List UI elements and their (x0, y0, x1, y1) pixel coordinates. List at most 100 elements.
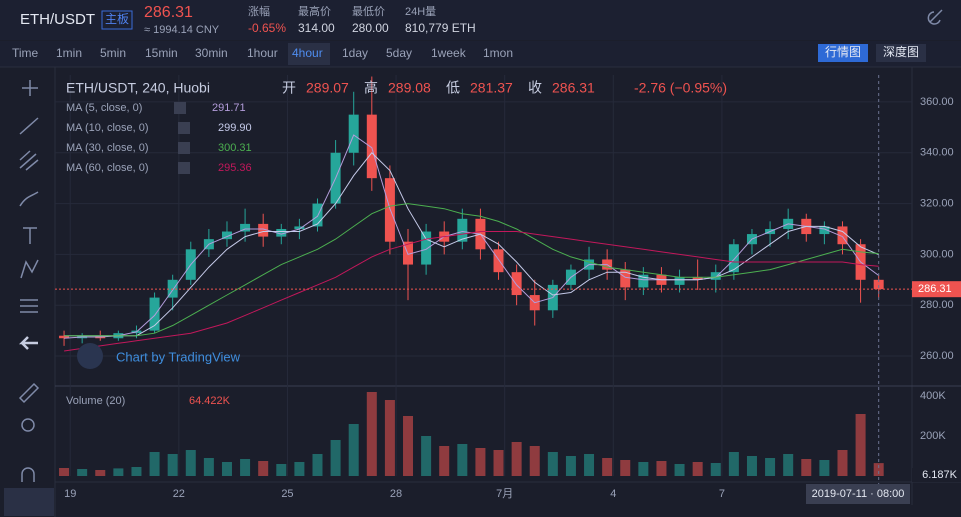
crosshair-time: 2019-07-11 · 08:00 (812, 488, 905, 500)
volume-bar (59, 468, 70, 476)
volume-bar (602, 458, 613, 476)
ruler-tool[interactable] (18, 382, 40, 404)
volume-marker: 6.187K (922, 469, 958, 481)
volume-bar (113, 468, 124, 476)
interval[interactable]: 1hour (247, 46, 278, 60)
ohlc-label: 开 (282, 80, 296, 96)
volume-bar (185, 450, 196, 476)
volume-bar (294, 462, 305, 476)
interval[interactable]: 5day (386, 46, 412, 60)
interval[interactable]: 1min (56, 46, 82, 60)
candle-body (421, 231, 432, 265)
zoom-tool[interactable] (21, 418, 35, 432)
ma-value: 291.71 (212, 102, 246, 114)
volume-bar (131, 467, 142, 476)
volume-bar (819, 460, 830, 476)
volume-bar (728, 452, 739, 476)
x-tick-label: 25 (281, 488, 293, 500)
channel-tool[interactable] (19, 150, 39, 171)
interval[interactable]: 15min (145, 46, 178, 60)
board: 主板 (105, 12, 129, 26)
candle-body (366, 114, 377, 179)
interval[interactable]: 1week (431, 46, 467, 60)
volume-bar (330, 440, 341, 476)
collapse-box[interactable] (4, 488, 54, 516)
ma-settings[interactable] (178, 162, 190, 174)
toolbar (0, 41, 961, 67)
view-tab[interactable]: 深度图 (883, 44, 919, 59)
time-label-box (806, 484, 910, 504)
ohlc-value: 281.37 (470, 80, 513, 96)
ma-name: MA (5, close, 0) (66, 102, 142, 114)
header-bar (0, 0, 961, 40)
interval[interactable]: 1mon (483, 46, 513, 60)
interval[interactable]: 5min (100, 46, 126, 60)
interval[interactable]: 30min (195, 46, 228, 60)
ohlc-label: 收 (528, 80, 542, 96)
back-tool[interactable] (18, 336, 38, 350)
interval[interactable]: 1day (342, 46, 368, 60)
watermark-logo (77, 343, 103, 369)
candle-body (294, 226, 305, 229)
last-price-box (912, 281, 961, 298)
volume-bar (149, 452, 160, 476)
brush-tool[interactable] (19, 191, 39, 207)
volume-bar (221, 462, 232, 476)
volume-bar (783, 454, 794, 476)
volume-marker-box (912, 468, 961, 482)
stat-value: 810,779 ETH (405, 21, 476, 35)
candle-body (674, 277, 685, 285)
x-tick-label: 19 (64, 488, 76, 500)
candle-body (348, 114, 359, 153)
ma-settings[interactable] (178, 122, 190, 134)
stat-label: 24H量 (405, 5, 436, 18)
ma-name: MA (10, close, 0) (66, 122, 149, 134)
volume-bar (656, 461, 667, 476)
volume-bar (95, 470, 106, 476)
ma-settings[interactable] (174, 102, 186, 114)
volume-bar (638, 462, 649, 476)
board-badge (101, 10, 133, 30)
candle-body (258, 223, 269, 237)
interval[interactable]: 4hour (292, 46, 323, 60)
candle-body (837, 226, 848, 245)
volume-bar (240, 459, 251, 476)
candle-body (312, 203, 323, 227)
text-tool[interactable] (23, 227, 37, 244)
candle-body (710, 272, 721, 280)
view-bg (818, 44, 868, 62)
view-tab[interactable]: 行情图 (825, 45, 861, 59)
candle-body (692, 277, 703, 280)
ohlc-value: 286.31 (552, 80, 595, 96)
volume-bar (511, 442, 522, 476)
crosshair-tool[interactable] (22, 80, 38, 96)
y-tick-label: 340.00 (920, 147, 954, 159)
line-tool[interactable] (19, 117, 39, 135)
candle-body (873, 279, 884, 290)
volume-bar (312, 454, 323, 476)
candle-body (620, 269, 631, 288)
theme-toggle[interactable] (927, 9, 943, 25)
volume-bar (837, 450, 848, 476)
y-tick-label: 280.00 (920, 299, 954, 311)
view-bg (876, 44, 926, 62)
ma-settings[interactable] (178, 142, 190, 154)
candle-body (511, 272, 522, 296)
x-tick-label: 7 (719, 488, 725, 500)
candle-body (276, 228, 287, 237)
pair: ETH/USDT (20, 11, 95, 28)
volume-bar (77, 469, 88, 476)
fib-tool[interactable] (20, 299, 38, 313)
ma-line (64, 231, 879, 352)
interval[interactable]: Time (12, 46, 39, 60)
volume-bar (584, 454, 595, 476)
y-tick-label: 300.00 (920, 248, 954, 260)
ma-name: MA (30, close, 0) (66, 142, 149, 154)
pattern-tool[interactable] (20, 259, 39, 279)
candle-body (493, 249, 504, 273)
ma-value: 299.90 (218, 122, 252, 134)
volume-bar (873, 463, 884, 476)
magnet-tool[interactable] (21, 467, 35, 482)
stat-label: 涨幅 (248, 5, 270, 18)
